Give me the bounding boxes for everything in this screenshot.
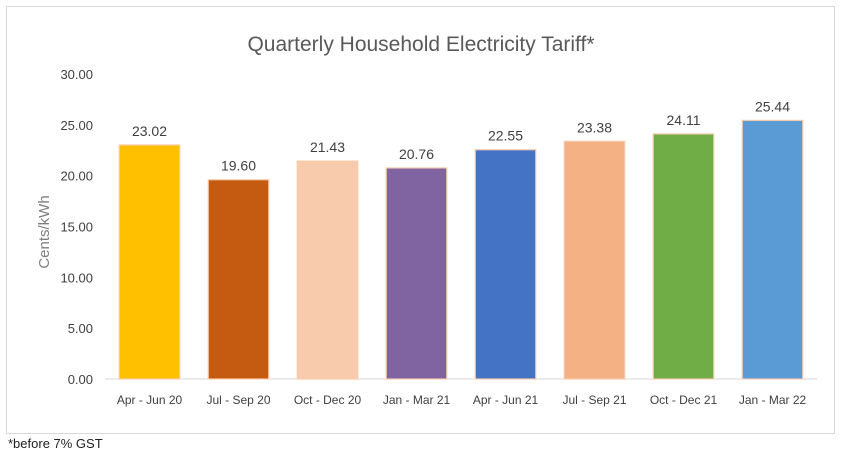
x-tick-label: Apr - Jun 20 <box>117 393 183 407</box>
bar <box>652 133 715 380</box>
x-tick-label: Jul - Sep 20 <box>206 393 270 407</box>
y-axis: 0.00 5.00 10.00 15.00 20.00 25.00 30.00 <box>60 67 93 387</box>
x-tick-label: Oct - Dec 21 <box>650 393 718 407</box>
x-tick-label: Oct - Dec 20 <box>294 393 362 407</box>
y-tick-label: 15.00 <box>60 220 93 235</box>
bar <box>207 179 270 380</box>
bar-value-label: 25.44 <box>755 98 790 114</box>
chart-title: Quarterly Household Electricity Tariff* <box>247 33 594 56</box>
bar-value-label: 23.02 <box>132 123 167 139</box>
y-tick-label: 10.00 <box>60 270 93 285</box>
x-tick-label: Jan - Mar 22 <box>739 393 807 407</box>
footnote: *before 7% GST <box>8 436 103 451</box>
bar-value-label: 21.43 <box>310 139 345 155</box>
y-tick-label: 0.00 <box>68 372 93 387</box>
bar-value-label: 23.38 <box>577 119 612 135</box>
bar-value-label: 19.60 <box>221 158 256 174</box>
bar <box>385 167 448 380</box>
chart-frame: Quarterly Household Electricity Tariff* … <box>6 6 835 434</box>
x-axis: Apr - Jun 20 Jul - Sep 20 Oct - Dec 20 Jan … <box>117 393 807 407</box>
x-tick-label: Apr - Jun 21 <box>473 393 539 407</box>
bar <box>563 140 626 380</box>
y-tick-label: 5.00 <box>68 321 93 336</box>
data-labels: 23.02 19.60 21.43 20.76 22.55 23.38 24.11 25.44 <box>132 98 790 173</box>
y-tick-label: 20.00 <box>60 169 93 184</box>
bar <box>118 144 181 380</box>
bars <box>118 119 804 380</box>
bar-value-label: 20.76 <box>399 146 434 162</box>
y-tick-label: 25.00 <box>60 118 93 133</box>
x-tick-label: Jan - Mar 21 <box>383 393 451 407</box>
bar-value-label: 22.55 <box>488 128 523 144</box>
bar-value-label: 24.11 <box>667 112 701 128</box>
y-tick-label: 30.00 <box>60 67 93 82</box>
y-axis-label: Cents/kWh <box>36 195 53 268</box>
bar <box>296 160 359 380</box>
bar <box>741 119 804 380</box>
bar <box>474 149 537 380</box>
x-tick-label: Jul - Sep 21 <box>562 393 626 407</box>
bar-chart: Quarterly Household Electricity Tariff* … <box>36 33 817 407</box>
